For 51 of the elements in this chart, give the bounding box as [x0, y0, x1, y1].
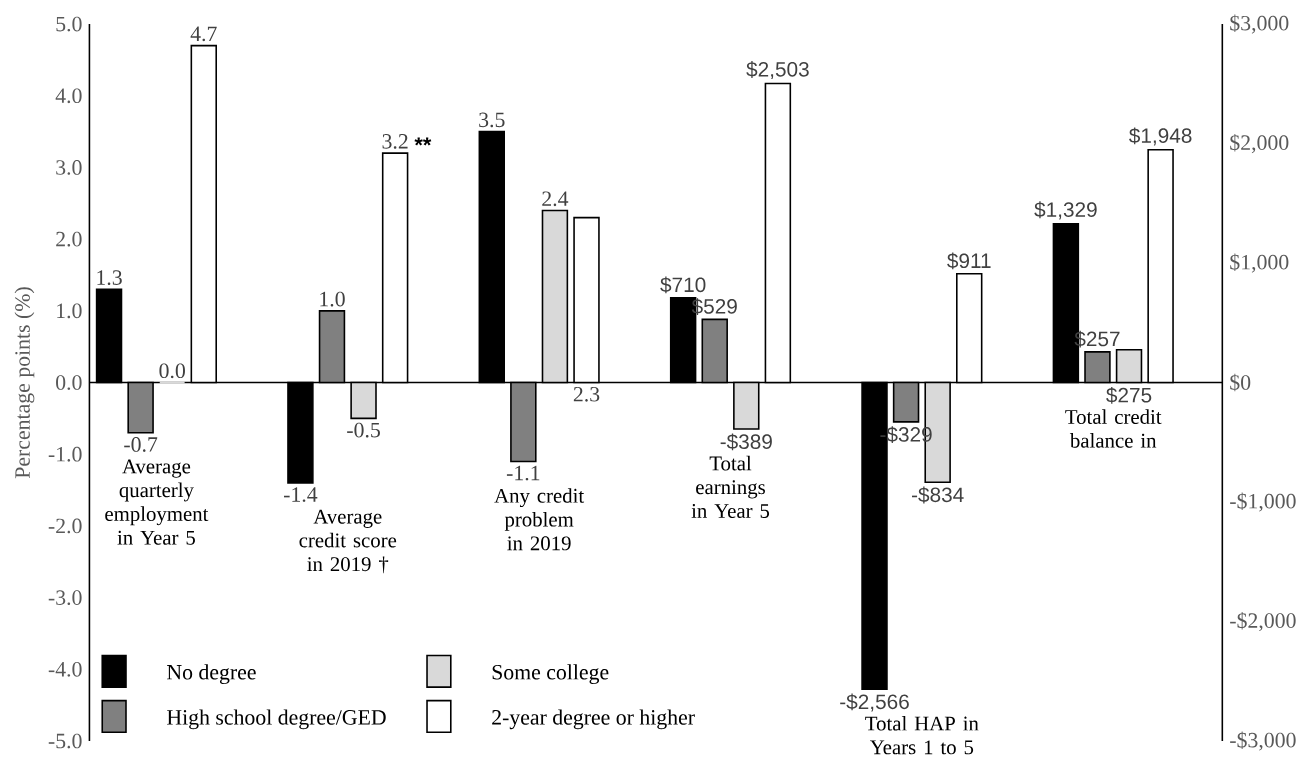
y-tick-label: 5.0 [56, 16, 82, 32]
y2-tick-label: $3,000 [1230, 14, 1289, 34]
annotation: ** [414, 137, 432, 146]
data-label: $710 [660, 276, 706, 294]
y-tick-label: -2.0 [48, 518, 82, 534]
x-tick-label: Total credit balance in [1065, 409, 1162, 448]
data-label: -1.4 [283, 487, 318, 502]
data-label: $1,948 [1129, 127, 1192, 146]
legend-label: 2-year degree or higher [492, 709, 695, 730]
y2-tick-label: -$3,000 [1230, 731, 1296, 751]
x-tick-label: Any credit problem in 2019 [494, 488, 585, 551]
data-label: 2.3 [573, 386, 600, 402]
y-tick-label: -1.0 [48, 446, 82, 462]
x-tick-label: Average credit score in 2019 † [299, 509, 397, 574]
y-tick-label: -4.0 [48, 661, 82, 677]
data-label: -$2,566 [840, 693, 909, 712]
y-tick-label: 3.0 [56, 160, 82, 175]
data-label: $275 [1106, 386, 1152, 404]
data-label: 1.3 [97, 270, 122, 285]
y2-tick-label: $1,000 [1230, 253, 1289, 273]
data-label: -1.1 [506, 465, 540, 481]
legend-label: Some college [492, 664, 609, 684]
data-label: $1,329 [1034, 201, 1097, 220]
data-label: 4.7 [190, 26, 217, 42]
data-label: -$834 [912, 486, 964, 504]
data-label: $2,503 [746, 61, 809, 80]
y2-tick-label: -$2,000 [1230, 611, 1296, 632]
y-tick-label: -3.0 [48, 590, 82, 605]
x-tick-label: Total earnings in Year 5 [691, 455, 770, 518]
data-label: $911 [947, 252, 991, 270]
data-label: -$389 [720, 433, 772, 451]
x-tick-label: Total HAP in Years 1 to 5 [865, 715, 979, 755]
y2-tick-label: $2,000 [1230, 133, 1289, 154]
data-label: 3.2 [382, 133, 408, 149]
data-label: 0.0 [159, 363, 185, 379]
data-label: -0.5 [347, 422, 380, 438]
data-label: 1.0 [320, 291, 345, 307]
y-tick-label: -5.0 [48, 733, 82, 749]
data-label: 3.5 [479, 112, 505, 128]
y2-tick-label: -$1,000 [1230, 492, 1296, 512]
legend-label: High school degree/GED [167, 709, 386, 730]
y2-tick-label: $0 [1230, 373, 1251, 392]
y-tick-label: 2.0 [56, 231, 82, 247]
data-label: -0.7 [124, 437, 158, 452]
y-axis-title: Percentage points (%) [14, 287, 35, 479]
y-tick-label: 1.0 [57, 303, 82, 319]
y-tick-label: 0.0 [56, 375, 82, 390]
data-label: 2.4 [542, 191, 569, 207]
x-tick-label: Average quarterly employment in Year 5 [105, 459, 209, 545]
y-tick-label: 4.0 [55, 88, 82, 104]
legend-label: No degree [167, 664, 256, 684]
